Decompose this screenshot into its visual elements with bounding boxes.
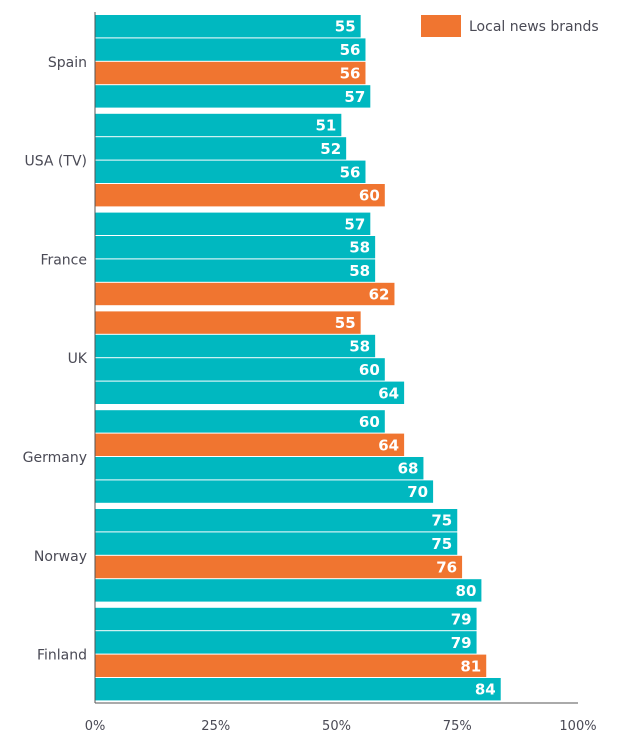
bar: [95, 184, 385, 207]
data-label: 60: [359, 361, 380, 379]
bar: [95, 480, 434, 503]
data-label: 64: [378, 436, 399, 454]
bar: [95, 555, 463, 579]
data-label: 81: [460, 657, 481, 675]
category-label: Finland: [37, 648, 87, 664]
bar: [95, 457, 424, 480]
data-label: 79: [451, 611, 472, 629]
data-label: 64: [378, 384, 399, 402]
data-label: 58: [349, 239, 370, 257]
data-label: 62: [369, 286, 390, 304]
bar: [95, 678, 501, 701]
category-label: Spain: [48, 55, 87, 71]
bar: [95, 334, 376, 358]
bar: [95, 61, 366, 85]
data-label: 55: [335, 18, 356, 36]
data-label: 57: [344, 88, 365, 106]
x-tick-label: 75%: [443, 719, 472, 734]
bar: [95, 381, 405, 404]
bar: [95, 654, 487, 677]
legend-swatch: [421, 15, 461, 37]
category-label: USA (TV): [25, 154, 87, 170]
data-label: 84: [475, 681, 496, 699]
x-tick-label: 50%: [322, 719, 351, 734]
x-tick-label: 25%: [201, 719, 230, 734]
data-label: 80: [456, 582, 477, 600]
bar: [95, 358, 385, 381]
bar: [95, 311, 361, 334]
data-label: 79: [451, 634, 472, 652]
data-label: 58: [349, 262, 370, 280]
data-label: 60: [359, 413, 380, 431]
data-label: 56: [340, 41, 361, 59]
bar: [95, 532, 458, 555]
category-label: France: [40, 252, 87, 268]
x-tick-label: 100%: [559, 719, 596, 734]
bar: [95, 38, 366, 61]
legend-label: Local news brands: [469, 19, 599, 35]
data-label: 68: [398, 460, 419, 478]
bar: [95, 137, 347, 160]
bar: [95, 509, 458, 532]
data-label: 75: [431, 512, 452, 530]
bar: [95, 433, 405, 456]
data-label: 52: [320, 140, 341, 158]
data-label: 60: [359, 187, 380, 205]
data-label: 51: [315, 117, 336, 135]
category-label: UK: [68, 351, 88, 367]
data-label: 57: [344, 215, 365, 233]
bar: [95, 160, 366, 183]
data-label: 56: [340, 65, 361, 83]
bar: [95, 15, 361, 38]
bar: [95, 113, 342, 137]
data-label: 70: [407, 483, 428, 501]
data-label: 76: [436, 559, 457, 577]
bar: [95, 579, 482, 602]
category-label: Germany: [23, 450, 87, 466]
data-label: 55: [335, 314, 356, 332]
bar: [95, 282, 395, 306]
data-label: 75: [431, 535, 452, 553]
data-label: 58: [349, 338, 370, 356]
category-label: Norway: [34, 549, 87, 565]
bar: [95, 259, 376, 282]
bar: [95, 85, 371, 108]
bar: [95, 212, 371, 235]
bar: [95, 631, 477, 654]
data-label: 56: [340, 163, 361, 181]
bar: [95, 410, 385, 433]
bar: [95, 236, 376, 259]
bar: [95, 607, 477, 631]
x-tick-label: 0%: [85, 719, 106, 734]
